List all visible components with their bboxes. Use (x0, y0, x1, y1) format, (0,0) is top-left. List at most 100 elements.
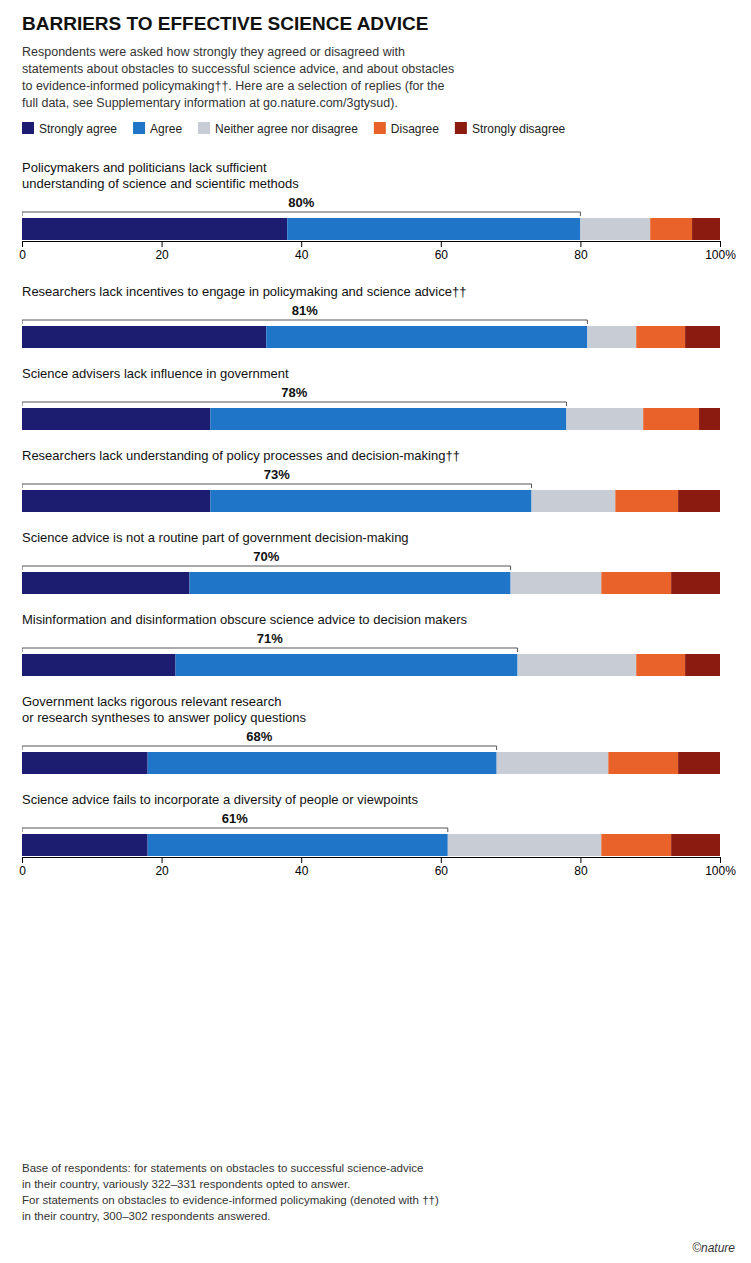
tick: 60 (435, 857, 449, 878)
bar-segment (608, 752, 678, 774)
tick-mark (301, 241, 302, 247)
tick-mark (441, 857, 442, 863)
tick-mark (720, 857, 721, 863)
legend-swatch (455, 122, 467, 134)
legend-item: Neither agree nor disagree (198, 122, 358, 136)
agree-bracket (22, 212, 580, 216)
bar-segment (587, 326, 636, 348)
legend-swatch (22, 122, 34, 134)
axis-line (23, 858, 721, 864)
bar-segment (210, 490, 531, 512)
tick: 40 (295, 241, 309, 262)
agree-bracket (22, 828, 448, 832)
tick-label: 80 (574, 864, 588, 878)
bar-segment (511, 572, 602, 594)
bar-segment (22, 834, 148, 856)
chart: BARRIERS TO EFFECTIVE SCIENCE ADVICE Resp… (0, 0, 751, 1263)
category-label: Science advisers lack influence in gover… (22, 366, 289, 381)
tick: 20 (155, 857, 169, 878)
tick-mark (162, 241, 163, 247)
agree-bracket (22, 648, 518, 652)
tick-label: 60 (435, 864, 449, 878)
bar-segment (643, 408, 699, 430)
tick-label: 40 (295, 864, 309, 878)
agree-total-label: 68% (246, 729, 272, 744)
bar-segment (22, 490, 210, 512)
legend-label: Disagree (391, 122, 439, 136)
tick: 100% (705, 857, 736, 878)
category-label: Government lacks rigorous relevant resea… (22, 694, 306, 725)
bar-segment (148, 752, 497, 774)
bar-segment (148, 834, 448, 856)
tick-mark (301, 857, 302, 863)
title: BARRIERS TO EFFECTIVE SCIENCE ADVICE (22, 13, 428, 34)
bar-segment (287, 218, 580, 240)
bar-segment (532, 490, 616, 512)
tick-mark (580, 857, 581, 863)
tick: 60 (435, 241, 449, 262)
bar-segment (601, 834, 671, 856)
tick-label: 0 (19, 864, 26, 878)
tick-label: 40 (295, 248, 309, 262)
category-label: Misinformation and disinformation obscur… (22, 612, 468, 627)
bar-segment (22, 752, 148, 774)
bar-segment (615, 490, 678, 512)
bar-segment (636, 654, 685, 676)
agree-total-label: 70% (253, 549, 279, 564)
agree-total-label: 80% (288, 195, 314, 210)
legend-swatch (133, 122, 145, 134)
bars (22, 212, 720, 856)
bar-segment (497, 752, 609, 774)
bar-segment (699, 408, 720, 430)
agree-total-label: 81% (292, 303, 318, 318)
bar-segment (190, 572, 511, 594)
tick-mark (580, 241, 581, 247)
tick-label: 20 (155, 248, 169, 262)
labels: Policymakers and politicians lack suffic… (22, 160, 468, 826)
bar-segment (601, 572, 671, 594)
category-label: Science advice fails to incorporate a di… (22, 792, 418, 807)
subtitle: Respondents were asked how strongly they… (22, 45, 454, 110)
bar-segment (176, 654, 518, 676)
tick-label: 100% (705, 864, 736, 878)
tick-label: 100% (705, 248, 736, 262)
bar-segment (22, 326, 266, 348)
bar-segment (692, 218, 720, 240)
bar-segment (671, 572, 720, 594)
x-axis: 0 20 40 60 80 100% (19, 241, 736, 262)
legend-item: Strongly disagree (455, 122, 566, 136)
category-label: Science advice is not a routine part of … (22, 530, 409, 545)
bar-segment (678, 752, 720, 774)
agree-total-label: 78% (281, 385, 307, 400)
agree-bracket (22, 402, 566, 406)
tick-mark (22, 857, 23, 863)
tick: 20 (155, 241, 169, 262)
bar-segment (448, 834, 602, 856)
agree-total-label: 73% (264, 467, 290, 482)
agree-bracket (22, 320, 587, 324)
legend-label: Strongly agree (39, 122, 117, 136)
category-label: Policymakers and politicians lack suffic… (22, 160, 299, 191)
bar-segment (650, 218, 692, 240)
tick-label: 60 (435, 248, 449, 262)
bar-segment (210, 408, 566, 430)
legend-label: Agree (150, 122, 182, 136)
tick-label: 0 (19, 248, 26, 262)
category-label: Researchers lack incentives to engage in… (22, 284, 466, 299)
tick-label: 80 (574, 248, 588, 262)
legend-swatch (374, 122, 386, 134)
category-label: Researchers lack understanding of policy… (22, 448, 460, 463)
agree-bracket (22, 746, 497, 750)
legend-label: Neither agree nor disagree (215, 122, 358, 136)
bar-segment (518, 654, 637, 676)
tick: 80 (574, 241, 588, 262)
axis-line (23, 242, 721, 248)
bar-segment (22, 572, 190, 594)
bar-segment (22, 408, 210, 430)
tick: 40 (295, 857, 309, 878)
bar-segment (566, 408, 643, 430)
tick-mark (22, 241, 23, 247)
tick-mark (441, 241, 442, 247)
footnote: Base of respondents: for statements on o… (22, 1162, 439, 1222)
bar-segment (636, 326, 685, 348)
